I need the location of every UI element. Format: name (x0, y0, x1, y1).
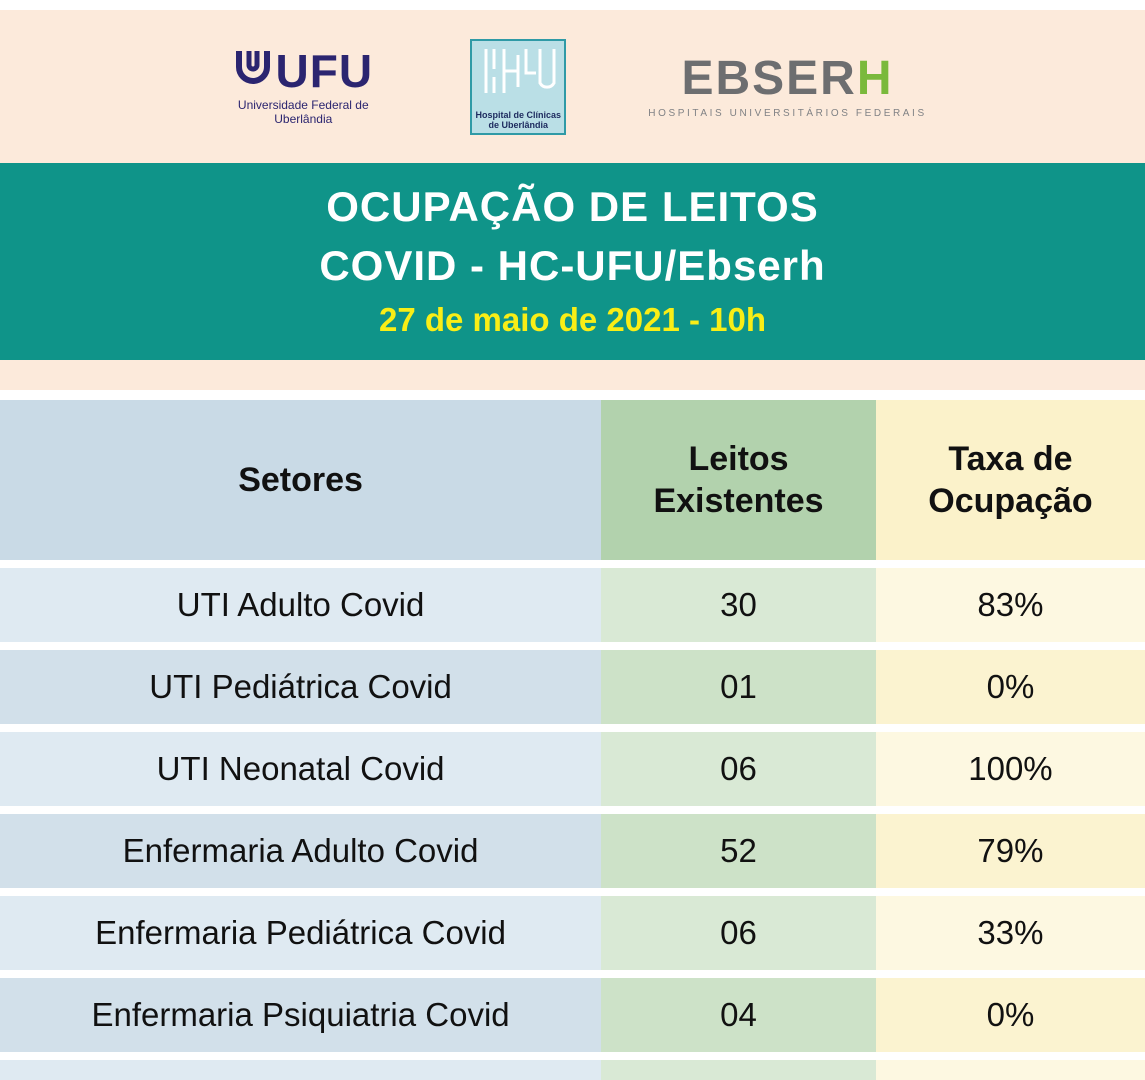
table-row-partial (0, 1060, 1145, 1080)
banner-title-line1: OCUPAÇÃO DE LEITOS (326, 183, 819, 231)
spacer-band (0, 360, 1145, 390)
ufu-logo-subtitle: Universidade Federal de Uberlândia (237, 98, 369, 126)
banner-title-line2: COVID - HC-UFU/Ebserh (319, 241, 826, 289)
ebserh-logo-text: EBSERH (681, 51, 894, 105)
cell-leitos: 52 (601, 814, 876, 888)
ufu-logo-main: UFU (234, 44, 374, 97)
cell-setor: UTI Neonatal Covid (0, 732, 602, 806)
ufu-logo: UFU Universidade Federal de Uberlândia (218, 47, 388, 126)
cell-leitos: 30 (601, 568, 876, 642)
top-margin (0, 0, 1145, 10)
cell-taxa-partial (875, 1060, 1145, 1080)
table-row: Enfermaria Adulto Covid 52 79% (0, 814, 1145, 888)
cell-setor: Enfermaria Adulto Covid (0, 814, 602, 888)
cell-taxa: 0% (875, 650, 1145, 724)
cell-leitos: 01 (601, 650, 876, 724)
cell-leitos: 04 (601, 978, 876, 1052)
cell-taxa: 0% (875, 978, 1145, 1052)
table-row: UTI Pediátrica Covid 01 0% (0, 650, 1145, 724)
hc-glyph-icon (478, 45, 558, 102)
cell-setor: UTI Adulto Covid (0, 568, 602, 642)
logo-band: UFU Universidade Federal de Uberlândia (0, 10, 1145, 163)
hc-logo: Hospital de Clínicas de Uberlândia (470, 38, 567, 135)
cell-taxa: 79% (875, 814, 1145, 888)
column-header-leitos-existentes: Leitos Existentes (601, 400, 876, 560)
cell-setor-partial (0, 1060, 602, 1080)
ufu-logo-text: UFU (275, 44, 374, 97)
table-row: UTI Adulto Covid 30 83% (0, 568, 1145, 642)
occupancy-table: Setores Leitos Existentes Taxa de Ocupaç… (0, 400, 1145, 1080)
ebserh-logo-text-main: EBSER (681, 51, 857, 105)
cell-leitos: 06 (601, 896, 876, 970)
table-row: Enfermaria Psiquiatria Covid 04 0% (0, 978, 1145, 1052)
cell-setor: Enfermaria Psiquiatria Covid (0, 978, 602, 1052)
table-row: Enfermaria Pediátrica Covid 06 33% (0, 896, 1145, 970)
table-header-row: Setores Leitos Existentes Taxa de Ocupaç… (0, 400, 1145, 560)
title-banner: OCUPAÇÃO DE LEITOS COVID - HC-UFU/Ebserh… (0, 163, 1145, 360)
white-gap (0, 390, 1145, 400)
cell-leitos-partial (601, 1060, 876, 1080)
cell-setor: Enfermaria Pediátrica Covid (0, 896, 602, 970)
hc-logo-box: Hospital de Clínicas de Uberlândia (470, 38, 567, 135)
column-header-setores: Setores (0, 400, 602, 560)
ebserh-logo-subtitle: HOSPITAIS UNIVERSITÁRIOS FEDERAIS (648, 107, 927, 119)
banner-date: 27 de maio de 2021 - 10h (378, 300, 767, 338)
hc-logo-subtitle: Hospital de Clínicas de Uberlândia (475, 109, 562, 130)
table-row: UTI Neonatal Covid 06 100% (0, 732, 1145, 806)
cell-leitos: 06 (601, 732, 876, 806)
cell-taxa: 33% (875, 896, 1145, 970)
column-header-taxa-ocupacao: Taxa de Ocupação (875, 400, 1145, 560)
cell-setor: UTI Pediátrica Covid (0, 650, 602, 724)
ebserh-logo-text-accent: H (856, 51, 894, 105)
cell-taxa: 100% (875, 732, 1145, 806)
ebserh-logo: EBSERH HOSPITAIS UNIVERSITÁRIOS FEDERAIS (648, 51, 927, 119)
cell-taxa: 83% (875, 568, 1145, 642)
ufu-u-emblem-icon (234, 47, 272, 92)
